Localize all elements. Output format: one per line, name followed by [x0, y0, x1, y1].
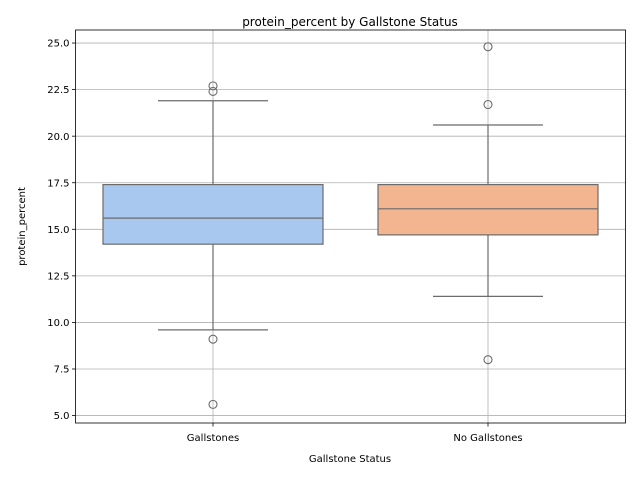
y-tick-label: 5.0: [54, 411, 70, 422]
outlier-point: [208, 81, 218, 91]
outlier-point: [208, 399, 218, 409]
outlier-point: [208, 334, 218, 344]
y-tick-label: 22.5: [47, 85, 69, 96]
box-layer: [102, 42, 599, 409]
y-tick-label: 10.0: [47, 318, 69, 329]
plot-frame: [75, 29, 626, 424]
outlier-point: [483, 355, 493, 365]
y-tick-label: 12.5: [47, 271, 69, 282]
y-tick-label: 15.0: [47, 225, 69, 236]
grid-lines: [75, 30, 626, 423]
outlier-point: [208, 86, 218, 97]
outlier-point: [483, 99, 493, 110]
box-group: [102, 81, 324, 409]
y-axis-title: protein_percent: [17, 187, 28, 266]
outlier-point: [483, 42, 493, 52]
iqr-box: [102, 183, 324, 245]
x-tick-label: Gallstones: [187, 433, 239, 444]
y-tick-label: 7.5: [54, 365, 70, 376]
x-tick-label: No Gallstones: [453, 433, 522, 444]
tick-layer: 5.0 7.5 10.0 12.5 15.0 17.5 20.0 22.5 25.0 Gallst…: [47, 39, 522, 444]
y-tick-label: 17.5: [47, 178, 69, 189]
box-group: [377, 42, 599, 365]
x-axis-title: Gallstone Status: [309, 454, 391, 465]
y-tick-label: 25.0: [47, 39, 69, 50]
y-tick-label: 20.0: [47, 132, 69, 143]
chart-title: protein_percent by Gallstone Status: [242, 15, 458, 29]
iqr-box: [377, 183, 599, 236]
